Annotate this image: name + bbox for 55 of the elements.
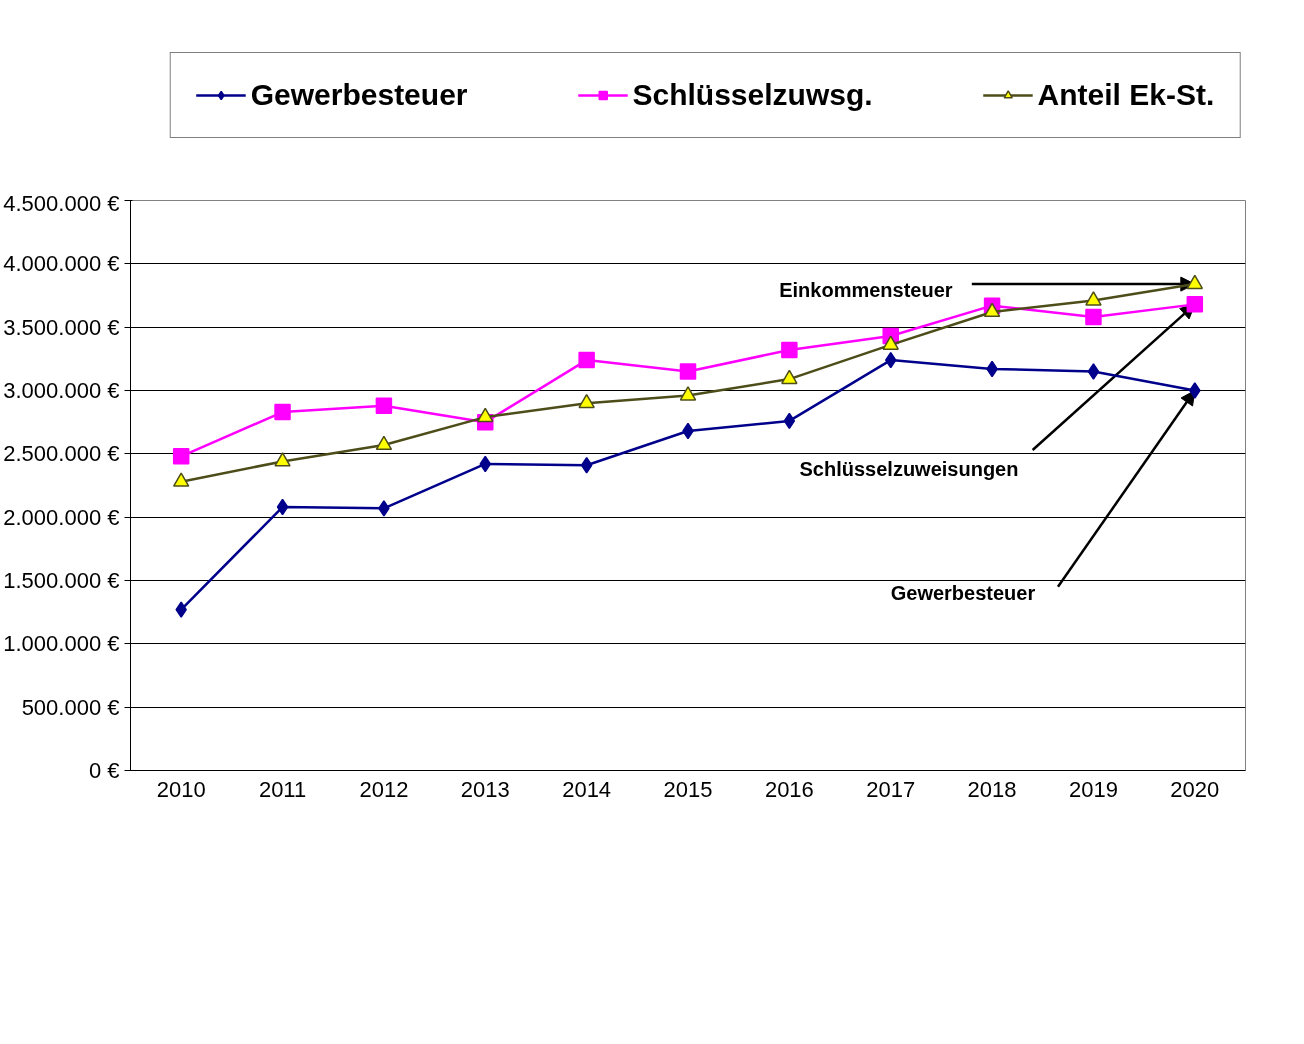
x-tick-label: 2011 — [258, 776, 307, 802]
point — [375, 435, 393, 451]
point — [578, 351, 595, 369]
x-tick-label: 2014 — [562, 776, 612, 802]
point — [983, 302, 1001, 318]
legend-label: Schlüsselzuwsg. — [632, 78, 873, 112]
x-tick-label: 2018 — [967, 776, 1017, 802]
point — [175, 601, 187, 618]
point — [1087, 363, 1100, 380]
y-tick-label: 2.500.000 € — [3, 441, 120, 467]
point — [1189, 382, 1201, 399]
point — [1085, 308, 1102, 326]
y-tick-label: 4.000.000 € — [3, 251, 120, 277]
x-tick-label: 2020 — [1170, 776, 1220, 802]
x-tick-label: 2017 — [866, 776, 916, 802]
point — [781, 369, 798, 385]
annotation: Einkommensteuer — [779, 279, 953, 302]
x-tick-label: 2016 — [764, 776, 814, 802]
point — [882, 335, 899, 350]
point — [477, 407, 494, 423]
x-tick-label: 2019 — [1068, 776, 1118, 802]
point — [679, 363, 697, 380]
point — [172, 448, 190, 465]
x-tick-label: 2012 — [359, 776, 409, 802]
point — [274, 452, 291, 467]
y-tick-label: 4.500.000 € — [3, 190, 120, 216]
legend-label: Gewerbesteuer — [250, 78, 468, 112]
point — [274, 403, 291, 421]
point — [378, 500, 390, 517]
point — [578, 393, 595, 409]
annotation: Schlüsselzuweisungen — [799, 458, 1019, 481]
y-tick-label: 1.000.000 € — [3, 631, 120, 657]
x-tick-label: 2015 — [663, 776, 713, 802]
y-tick-label: 2.000.000 € — [3, 504, 120, 530]
point — [172, 472, 190, 487]
point — [679, 386, 697, 401]
x-tick-label: 2013 — [460, 776, 510, 802]
y-tick-label: 500.000 € — [21, 694, 120, 720]
x-tick-label: 2010 — [156, 776, 206, 802]
point — [1085, 291, 1102, 306]
legend-label: Anteil Ek-St. — [1037, 78, 1215, 112]
y-tick-label: 3.500.000 € — [3, 314, 120, 340]
point — [375, 397, 393, 414]
y-tick-label: 3.000.000 € — [3, 378, 120, 403]
point — [276, 498, 289, 516]
point — [479, 455, 492, 473]
point — [783, 412, 796, 430]
y-tick-label: 1.500.000 € — [3, 568, 120, 593]
point — [781, 341, 798, 359]
point — [580, 456, 593, 474]
annotation: Gewerbesteuer — [890, 582, 1036, 605]
point — [1186, 296, 1204, 313]
point — [884, 351, 897, 369]
point — [1186, 274, 1204, 290]
y-tick-label: 0 € — [88, 758, 120, 783]
